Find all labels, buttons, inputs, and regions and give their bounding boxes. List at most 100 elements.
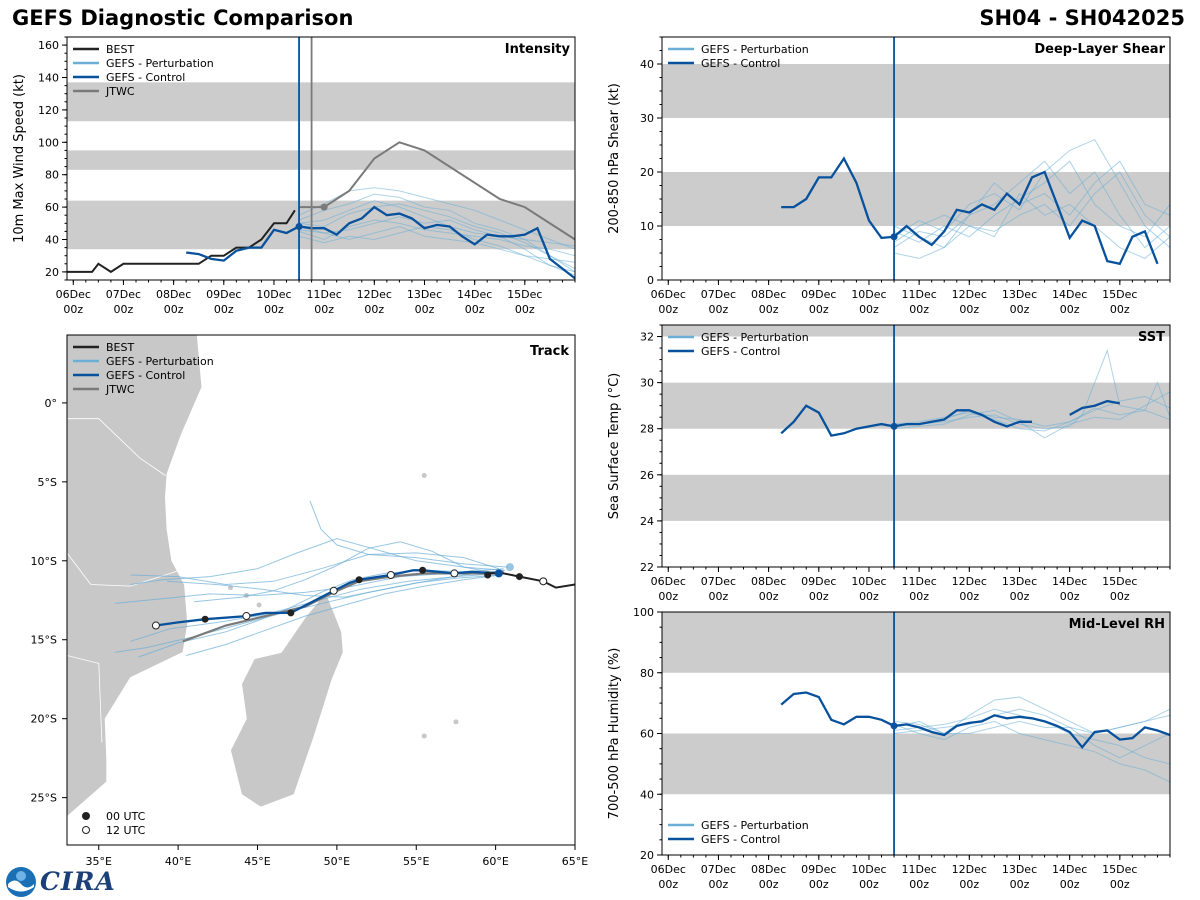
rh-panel-title: Mid-Level RH <box>1069 617 1165 632</box>
sst-frame <box>661 324 1171 568</box>
track-control-line <box>155 569 499 627</box>
sst-band-2 <box>662 325 1170 337</box>
track-marker-legend-swatch-1 <box>82 826 90 834</box>
track-xtick-label-0: 35°E <box>86 855 112 868</box>
sst-xtick-label-day-8: 14Dec <box>1052 575 1087 588</box>
track-perturbation-line-4 <box>309 500 499 570</box>
track-00utc-dot-5 <box>201 615 209 623</box>
rh-xtick-label-day-1: 07Dec <box>701 863 736 876</box>
shear-perturbation-line-4 <box>893 192 1170 259</box>
sst-xtick-label-day-6: 12Dec <box>952 575 987 588</box>
sst-xtick-label-hour-8: 00z <box>1060 590 1080 603</box>
track-perturbation-line-0 <box>130 553 509 586</box>
shear-xtick-label-day-0: 06Dec <box>651 288 686 301</box>
track-ytick-label-5: 25°S <box>31 792 57 805</box>
intensity-xtick-label-hour-3: 00z <box>214 303 234 316</box>
sst-legend-label-0: GEFS - Perturbation <box>701 331 809 344</box>
intensity-xtick-label-hour-0: 00z <box>63 303 83 316</box>
rh-xtick-label-hour-4: 00z <box>859 878 879 891</box>
sst-series-group <box>780 348 1170 439</box>
track-12utc-dot-2 <box>386 571 395 579</box>
track-12utc-dot-4 <box>242 612 251 621</box>
intensity-legend-label-1: GEFS - Perturbation <box>106 57 214 70</box>
cira-logo-text: CIRA <box>40 867 116 896</box>
sst-xtick-label-hour-9: 00z <box>1110 590 1130 603</box>
intensity-init-marker <box>295 223 303 231</box>
shear-panel-title: Deep-Layer Shear <box>1034 42 1165 57</box>
intensity-ytick-label-3: 80 <box>45 169 59 182</box>
track-perturbation-line-8 <box>193 541 499 603</box>
track-xtick-label-3: 50°E <box>324 855 350 868</box>
intensity-xtick-label-hour-8: 00z <box>465 303 485 316</box>
intensity-xtick-label-day-1: 07Dec <box>106 288 141 301</box>
shear-ytick-label-2: 20 <box>640 166 654 179</box>
track-marker-legend-swatch-0 <box>82 812 90 820</box>
sst-xtick-label-hour-3: 00z <box>809 590 829 603</box>
track-ytick-label-0: 0° <box>45 397 58 410</box>
sst-xtick-label-day-1: 07Dec <box>701 575 736 588</box>
shear-band-1 <box>662 64 1170 118</box>
sst-band-0 <box>662 474 1170 521</box>
shear-xtick-label-day-5: 11Dec <box>901 288 936 301</box>
rh-xtick-label-day-6: 12Dec <box>952 863 987 876</box>
rh-legend-label-1: GEFS - Control <box>701 833 780 846</box>
shear-xtick-label-day-3: 09Dec <box>801 288 836 301</box>
track-xtick-label-4: 55°E <box>403 855 429 868</box>
track-perturbation-line-2 <box>130 538 504 585</box>
sst-control-line <box>780 399 1121 437</box>
shear-xtick-label-day-7: 13Dec <box>1002 288 1037 301</box>
shear-ylabel: 200-850 hPa Shear (kt) <box>607 83 622 234</box>
rh-xtick-label-day-5: 11Dec <box>901 863 936 876</box>
shear-xtick-label-day-9: 15Dec <box>1102 288 1137 301</box>
sst-panel-title: SST <box>1138 330 1165 345</box>
rh-ytick-label-2: 60 <box>640 728 654 741</box>
rh-perturbation-line-4 <box>893 708 1170 735</box>
shear-control-line <box>781 156 1159 266</box>
sst-xtick-label-hour-1: 00z <box>709 590 729 603</box>
track-legend-label-1: GEFS - Perturbation <box>106 355 214 368</box>
intensity-xtick-label-hour-4: 00z <box>264 303 284 316</box>
intensity-jtwc-line <box>299 141 575 241</box>
shear-xtick-label-day-2: 08Dec <box>751 288 786 301</box>
rh-ytick-label-4: 100 <box>633 606 654 619</box>
sst-xtick-label-day-3: 09Dec <box>801 575 836 588</box>
track-ytick-label-1: 5°S <box>38 476 57 489</box>
intensity-jtwc-init-marker <box>320 203 328 211</box>
intensity-xtick-label-day-3: 09Dec <box>206 288 241 301</box>
track-12utc-dot-1 <box>450 569 459 578</box>
rh-xtick-label-hour-8: 00z <box>1060 878 1080 891</box>
track-ytick-label-2: 10°S <box>31 555 57 568</box>
shear-ytick-label-0: 0 <box>647 274 654 287</box>
shear-band-0 <box>662 172 1170 226</box>
shear-legend-label-1: GEFS - Control <box>701 57 780 70</box>
sst-xtick-label-hour-0: 00z <box>658 590 678 603</box>
rh-band-1 <box>662 612 1170 673</box>
track-marker-legend-label-1: 12 UTC <box>106 824 146 837</box>
track-ytick-label-3: 15°S <box>31 634 57 647</box>
track-legend-label-3: JTWC <box>105 383 135 396</box>
rh-band-0 <box>662 733 1170 795</box>
sst-legend-label-1: GEFS - Control <box>701 345 780 358</box>
intensity-ytick-label-1: 40 <box>45 234 59 247</box>
sst-xtick-label-day-0: 06Dec <box>651 575 686 588</box>
intensity-ytick-label-7: 160 <box>38 39 59 52</box>
track-00utc-dot-0 <box>515 573 523 581</box>
intensity-perturbation-line-2 <box>298 203 575 273</box>
intensity-xtick-label-day-7: 13Dec <box>407 288 442 301</box>
sst-xtick-label-hour-6: 00z <box>959 590 979 603</box>
track-map-group <box>67 335 575 845</box>
intensity-legend-label-0: BEST <box>106 43 134 56</box>
sst-ytick-label-4: 30 <box>640 377 654 390</box>
track-12utc-dot-3 <box>329 586 338 595</box>
intensity-xtick-label-hour-7: 00z <box>415 303 435 316</box>
sst-xtick-label-day-9: 15Dec <box>1102 575 1137 588</box>
rh-xtick-label-day-9: 15Dec <box>1102 863 1137 876</box>
rh-control-line <box>780 691 1170 750</box>
rh-xtick-label-hour-2: 00z <box>759 878 779 891</box>
border-line-2 <box>67 655 103 743</box>
sst-xtick-label-hour-4: 00z <box>859 590 879 603</box>
shear-xtick-label-day-1: 07Dec <box>701 288 736 301</box>
sst-ylabel: Sea Surface Temp (°C) <box>607 373 622 520</box>
rh-xtick-label-hour-7: 00z <box>1010 878 1030 891</box>
rh-xtick-label-day-0: 06Dec <box>651 863 686 876</box>
